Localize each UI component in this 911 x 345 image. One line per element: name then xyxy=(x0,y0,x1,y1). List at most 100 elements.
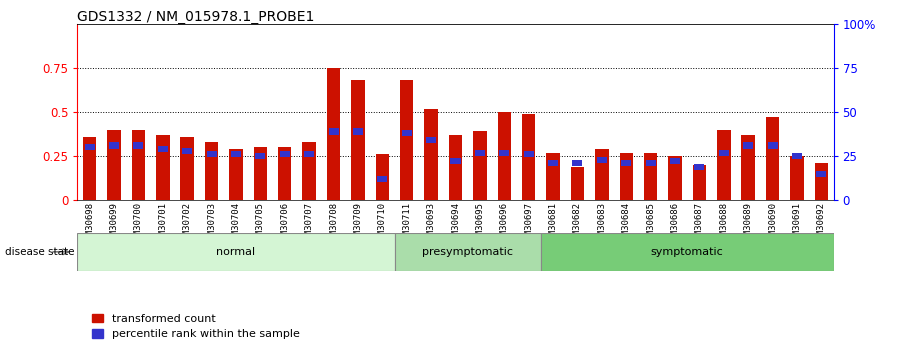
Bar xyxy=(595,149,609,200)
Bar xyxy=(742,135,755,200)
Text: normal: normal xyxy=(217,247,256,257)
Text: GSM30695: GSM30695 xyxy=(476,202,485,245)
Text: GSM30689: GSM30689 xyxy=(743,202,752,245)
Bar xyxy=(375,154,389,200)
Bar xyxy=(426,137,436,144)
Bar xyxy=(766,117,779,200)
Text: GSM30692: GSM30692 xyxy=(817,202,826,245)
Bar xyxy=(230,149,242,200)
Text: GSM30705: GSM30705 xyxy=(256,202,265,245)
Text: GSM30709: GSM30709 xyxy=(353,202,363,245)
Bar xyxy=(132,130,145,200)
Bar xyxy=(548,160,558,166)
Text: GSM30687: GSM30687 xyxy=(695,202,704,245)
Bar xyxy=(497,112,511,200)
Text: GSM30688: GSM30688 xyxy=(720,202,728,245)
Bar xyxy=(158,146,168,152)
Text: GSM30696: GSM30696 xyxy=(500,202,508,245)
Bar xyxy=(717,130,731,200)
Text: GSM30685: GSM30685 xyxy=(646,202,655,245)
Bar xyxy=(524,151,534,157)
Bar xyxy=(692,165,706,200)
Bar xyxy=(304,151,314,157)
Bar xyxy=(85,144,95,150)
Bar xyxy=(621,160,631,166)
Bar xyxy=(541,233,834,271)
Text: GSM30711: GSM30711 xyxy=(403,202,411,245)
Bar xyxy=(231,151,241,157)
Bar xyxy=(327,68,340,200)
Text: GSM30702: GSM30702 xyxy=(183,202,191,245)
Text: GSM30697: GSM30697 xyxy=(524,202,533,245)
Bar xyxy=(572,160,582,166)
Text: GSM30706: GSM30706 xyxy=(281,202,290,245)
Text: symptomatic: symptomatic xyxy=(650,247,723,257)
Bar xyxy=(329,128,339,135)
Text: GSM30710: GSM30710 xyxy=(378,202,387,245)
Bar xyxy=(499,149,509,156)
Bar xyxy=(280,151,290,157)
Bar xyxy=(77,233,394,271)
Text: GSM30698: GSM30698 xyxy=(85,202,94,245)
Bar xyxy=(449,135,462,200)
Bar xyxy=(180,137,194,200)
Text: GSM30701: GSM30701 xyxy=(159,202,168,245)
Bar xyxy=(475,149,485,156)
Text: GSM30693: GSM30693 xyxy=(426,202,435,245)
Bar xyxy=(107,130,121,200)
Bar xyxy=(669,156,681,200)
Bar xyxy=(182,148,192,154)
Bar xyxy=(768,142,778,149)
Bar xyxy=(694,164,704,170)
Bar xyxy=(352,80,364,200)
Bar xyxy=(473,131,486,200)
Bar xyxy=(816,171,826,177)
Bar xyxy=(83,137,97,200)
Bar xyxy=(109,142,119,149)
Legend: transformed count, percentile rank within the sample: transformed count, percentile rank withi… xyxy=(92,314,300,339)
Bar xyxy=(790,156,804,200)
Bar xyxy=(156,135,169,200)
Text: GSM30684: GSM30684 xyxy=(621,202,630,245)
Bar xyxy=(619,152,633,200)
Text: GSM30694: GSM30694 xyxy=(451,202,460,245)
Text: disease state: disease state xyxy=(5,247,74,257)
Bar xyxy=(522,114,536,200)
Bar xyxy=(255,153,265,159)
Bar xyxy=(425,109,438,200)
Bar xyxy=(743,142,753,149)
Bar xyxy=(133,142,143,149)
Bar xyxy=(547,152,559,200)
Text: GSM30683: GSM30683 xyxy=(598,202,607,245)
Text: GSM30691: GSM30691 xyxy=(793,202,802,245)
Text: GDS1332 / NM_015978.1_PROBE1: GDS1332 / NM_015978.1_PROBE1 xyxy=(77,10,315,24)
Bar xyxy=(278,147,292,200)
Bar xyxy=(400,80,414,200)
Bar xyxy=(792,153,802,159)
Bar xyxy=(207,151,217,157)
Bar xyxy=(402,130,412,136)
Bar xyxy=(205,142,219,200)
Text: GSM30699: GSM30699 xyxy=(109,202,118,245)
Bar xyxy=(814,163,828,200)
Text: GSM30704: GSM30704 xyxy=(231,202,241,245)
Bar xyxy=(450,158,461,165)
Bar xyxy=(377,176,387,182)
Bar xyxy=(646,160,656,166)
Text: GSM30682: GSM30682 xyxy=(573,202,582,245)
Bar xyxy=(670,158,680,165)
Bar xyxy=(253,147,267,200)
Text: GSM30681: GSM30681 xyxy=(548,202,558,245)
Bar xyxy=(353,128,363,135)
Text: GSM30700: GSM30700 xyxy=(134,202,143,245)
Bar xyxy=(597,157,607,163)
Bar xyxy=(644,152,658,200)
Text: presymptomatic: presymptomatic xyxy=(422,247,513,257)
Bar xyxy=(719,149,729,156)
Bar xyxy=(302,142,316,200)
Text: GSM30708: GSM30708 xyxy=(329,202,338,245)
Text: GSM30690: GSM30690 xyxy=(768,202,777,245)
Bar xyxy=(394,233,541,271)
Text: GSM30686: GSM30686 xyxy=(670,202,680,245)
Text: GSM30703: GSM30703 xyxy=(207,202,216,245)
